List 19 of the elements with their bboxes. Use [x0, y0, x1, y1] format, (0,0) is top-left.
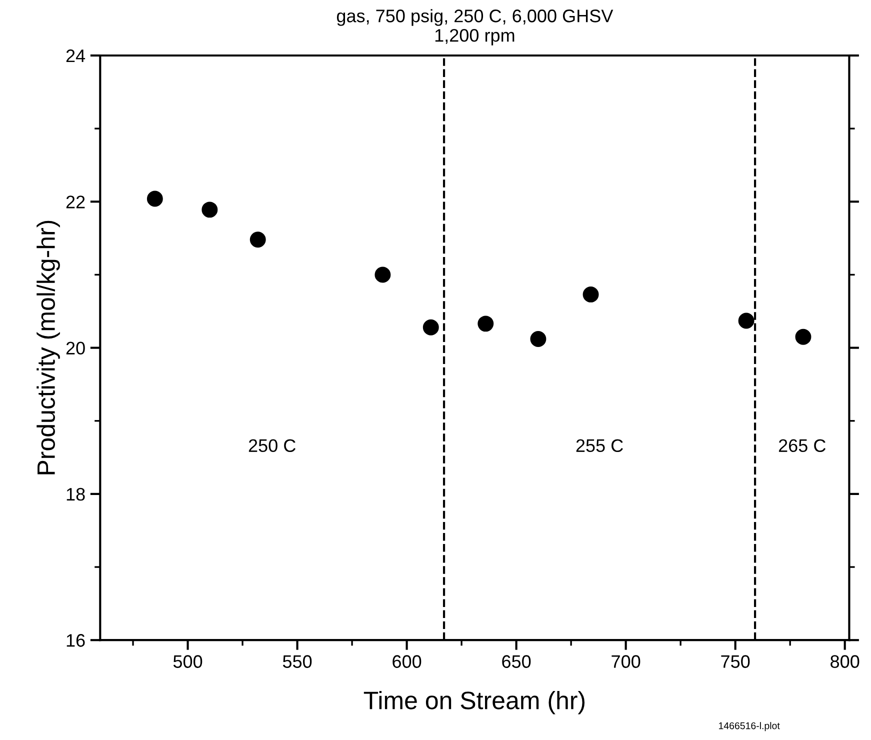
y-tick-label: 24 — [66, 49, 86, 62]
annotation: 255 C — [576, 439, 623, 452]
x-tick-label: 500 — [173, 655, 202, 668]
x-tick-label: 650 — [502, 655, 531, 668]
x-tick-label: 700 — [612, 655, 640, 668]
chart-title: gas, 750 psig, 250 C, 6,000 GHSV 1,200 rpm — [336, 9, 614, 46]
annotation: 265 C — [778, 439, 826, 452]
x-tick-label: 600 — [392, 655, 422, 668]
x-axis-title: Time on Stream (hr) — [364, 690, 585, 714]
x-tick-label: 550 — [282, 655, 312, 668]
x-tick-label: 800 — [830, 655, 860, 668]
y-tick-label: 18 — [66, 488, 85, 501]
annotation: 250 C — [248, 439, 296, 452]
x-tick-label: 750 — [721, 655, 750, 668]
y-tick-label: 22 — [66, 196, 85, 208]
y-axis-title: Productivity (mol/kg-hr) — [36, 220, 60, 474]
y-tick-label: 16 — [66, 634, 85, 647]
y-tick-label: 20 — [66, 342, 85, 355]
text: 1466516-l.plot — [718, 722, 780, 732]
